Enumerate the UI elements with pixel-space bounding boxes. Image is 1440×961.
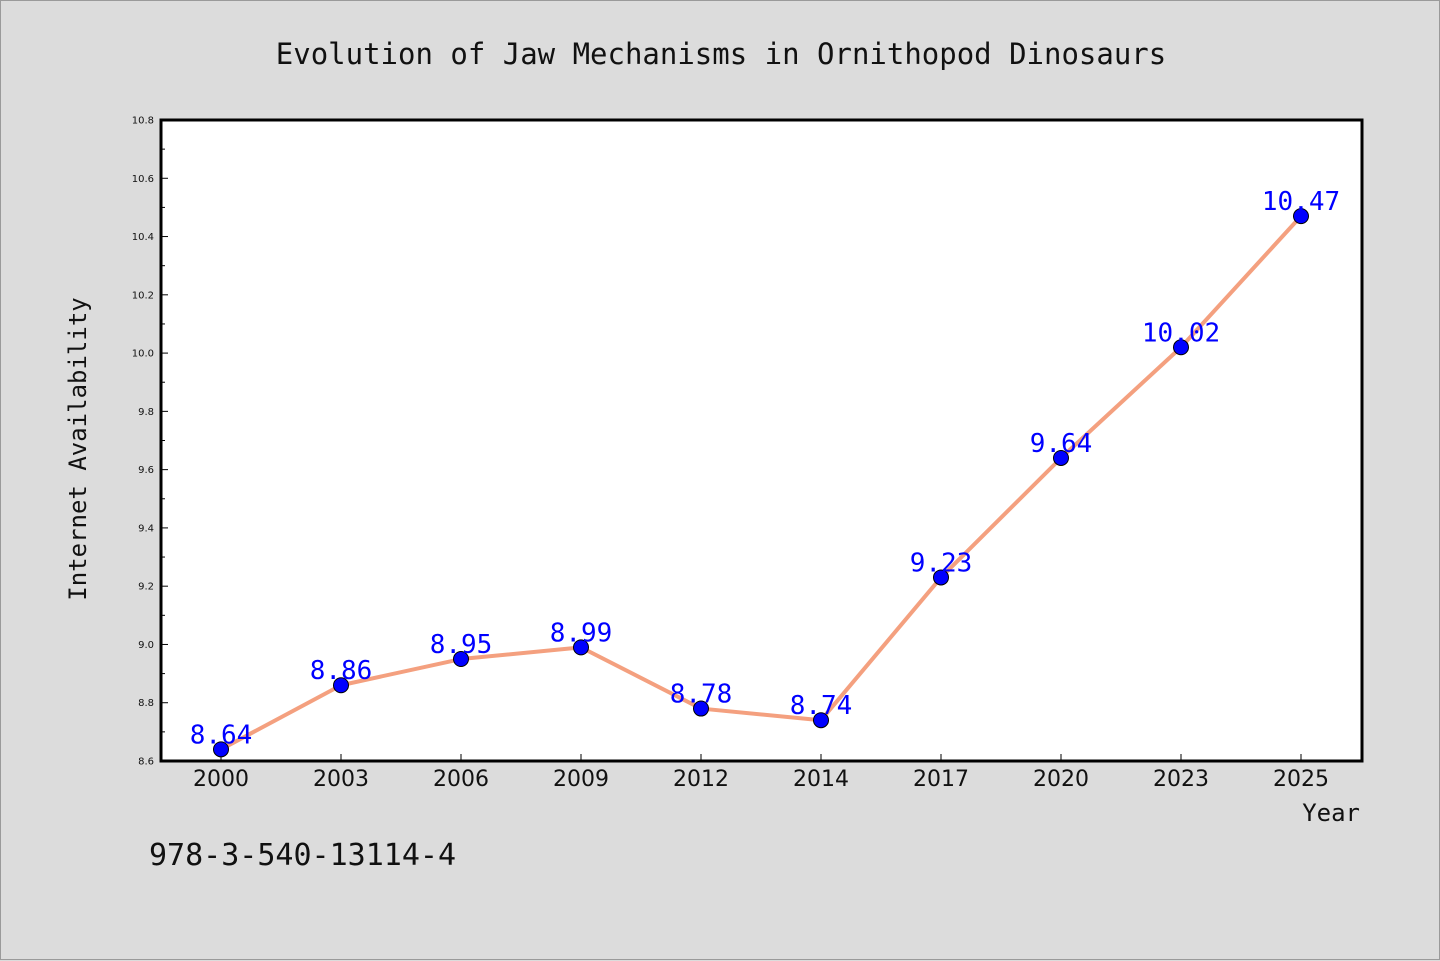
x-tick-label: 2000	[193, 767, 249, 792]
data-labels: 8.64 8.86 8.95 8.99 8.78 8.74 9.23 9.64 10.02 10.…	[190, 187, 1340, 750]
data-point	[213, 741, 229, 758]
x-tick-label: 2009	[553, 767, 609, 792]
x-tick-label: 2003	[313, 767, 369, 792]
footer-isbn: 978-3-540-13114-4	[149, 838, 456, 873]
y-tick-label: 9.2	[138, 582, 154, 593]
data-point	[453, 651, 469, 668]
y-axis: 8.6 8.8 9.0 9.2 9.4 9.6 9.8 10.0 10.2 10.4 10.6 10.…	[132, 116, 168, 768]
y-tick-label: 8.6	[138, 757, 154, 768]
y-tick-label: 10.6	[132, 174, 154, 185]
data-point	[1293, 208, 1309, 225]
series-group	[213, 208, 1309, 758]
x-tick-label: 2025	[1273, 767, 1329, 792]
data-label: 8.99	[550, 618, 613, 648]
data-label: 8.95	[430, 630, 493, 660]
data-label: 10.47	[1262, 187, 1340, 217]
data-point	[1053, 449, 1069, 466]
data-label: 10.02	[1142, 318, 1220, 348]
series-line	[219, 214, 1303, 752]
chart-title: Evolution of Jaw Mechanisms in Ornithopo…	[276, 37, 1166, 71]
y-tick-label: 9.4	[138, 523, 154, 534]
y-axis-label: Internet Availability	[64, 297, 92, 600]
data-point	[813, 712, 829, 729]
x-tick-label: 2012	[673, 767, 729, 792]
y-tick-label: 9.8	[138, 407, 154, 418]
x-tick-label: 2006	[433, 767, 489, 792]
x-tick-label: 2014	[793, 767, 849, 792]
y-tick-label: 8.8	[138, 698, 154, 709]
y-tick-label: 10.2	[132, 290, 154, 301]
x-axis-label: Year	[1302, 799, 1360, 827]
y-tick-label: 9.6	[138, 465, 154, 476]
x-tick-label: 2017	[913, 767, 969, 792]
x-tick-label: 2023	[1153, 767, 1209, 792]
y-tick-label: 9.0	[138, 640, 154, 651]
data-point	[933, 569, 949, 586]
y-tick-label: 10.4	[132, 232, 154, 243]
data-point	[693, 700, 709, 717]
data-label: 8.78	[670, 680, 733, 710]
plot-area	[159, 118, 1364, 763]
data-label: 8.64	[190, 720, 253, 750]
data-point	[573, 639, 589, 656]
x-tick-label: 2020	[1033, 767, 1089, 792]
data-label: 9.23	[910, 548, 973, 578]
data-label: 9.64	[1030, 429, 1093, 459]
x-axis: 2000 2003 2006 2009 2012 2014 2017 2020 2023 2025	[193, 754, 1329, 792]
data-point	[333, 677, 349, 694]
y-tick-label: 10.0	[132, 349, 154, 360]
data-label: 8.86	[310, 656, 373, 686]
y-tick-label: 10.8	[132, 116, 154, 127]
data-point	[1173, 339, 1189, 356]
data-label: 8.74	[790, 691, 853, 721]
